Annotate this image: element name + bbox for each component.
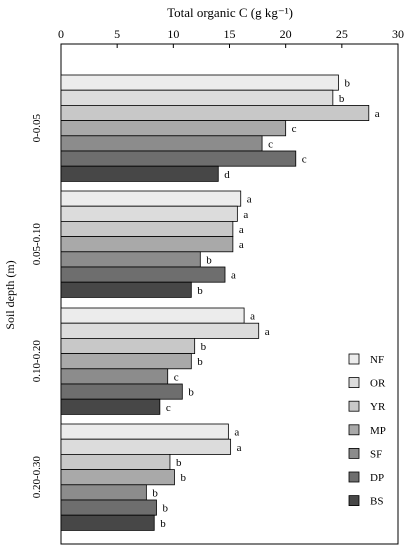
x-tick-label: 20 [280,27,292,41]
bar-significance-label: c [302,154,307,166]
x-tick-label: 25 [336,27,348,41]
bar-significance-label: a [265,326,270,338]
bar-significance-label: c [268,138,273,150]
bar-significance-label: b [180,472,186,484]
bar-significance-label: c [166,402,171,414]
bar-sf-1 [60,251,201,268]
legend-swatch-yr [348,400,360,412]
bar-yr-1 [60,220,234,237]
x-tick-label: 5 [114,27,120,41]
bar-significance-label: a [250,311,255,323]
bar-mp-0 [60,120,287,137]
bar-dp-2 [60,383,183,400]
bar-significance-label: a [239,239,244,251]
legend-label: NF [370,354,384,366]
bar-significance-label: b [160,518,166,530]
bar-sf-0 [60,135,263,152]
bar-significance-label: b [197,285,203,297]
bar-significance-label: d [224,169,230,181]
x-tick-label: 0 [58,27,64,41]
x-tick-label: 30 [392,27,404,41]
bar-significance-label: a [234,427,239,439]
bar-significance-label: b [344,78,350,90]
legend: NF OR YR MP SF DP BS [348,353,386,508]
legend-swatch-sf [348,447,360,459]
category-labels: 0-0.05 0.05-0.10 0.10-0.20 0.20-0.30 [31,113,43,498]
bar-yr-3 [60,453,171,470]
bar-nf-2 [60,307,245,324]
bar-bs-2 [60,398,161,415]
legend-label: BS [370,496,383,508]
x-axis-ticks: 0 5 10 15 20 25 30 [58,27,404,48]
bar-mp-1 [60,236,234,253]
bar-mp-3 [60,469,175,486]
legend-label: OR [370,378,386,390]
category-label: 0-0.05 [31,113,43,142]
bar-significance-label: a [375,108,380,120]
bar-nf-3 [60,423,229,440]
bar-mp-2 [60,353,192,370]
bar-significance-label: b [206,254,212,266]
category-label: 0.10-0.20 [31,340,43,383]
legend-label: MP [370,425,386,437]
legend-swatch-mp [348,424,360,436]
bar-significance-label: a [237,442,242,454]
bar-or-0 [60,89,334,106]
y-axis-label: Soil depth (m) [3,260,17,329]
bar-significance-label: a [231,270,236,282]
bar-significance-label: b [201,341,207,353]
bar-significance-label: a [239,224,244,236]
bar-or-3 [60,438,232,455]
bar-nf-0 [60,74,339,91]
bar-significance-label: c [174,371,179,383]
legend-label: SF [370,448,382,460]
bar-yr-0 [60,105,370,122]
x-tick-label: 15 [224,27,236,41]
bar-significance-label: b [162,503,168,515]
x-tick-label: 10 [167,27,179,41]
x-axis-label: Total organic C (g kg⁻¹) [167,5,293,20]
bar-significance-label: b [176,457,182,469]
legend-label: DP [370,472,384,484]
bar-sf-2 [60,368,169,385]
bar-or-1 [60,205,238,222]
bar-dp-0 [60,150,297,167]
legend-label: YR [370,401,386,413]
bar-sf-3 [60,484,147,501]
legend-swatch-dp [348,471,360,483]
legend-swatch-nf [348,353,360,365]
bar-dp-1 [60,266,226,283]
category-label: 0.05-0.10 [31,223,43,266]
bar-nf-1 [60,190,242,207]
bar-significance-label: b [188,387,194,399]
bar-yr-2 [60,337,196,354]
bar-dp-3 [60,499,157,516]
bar-or-2 [60,322,260,339]
bar-significance-label: b [152,487,158,499]
legend-swatch-bs [348,495,360,507]
bar-significance-label: c [292,123,297,135]
bar-significance-label: b [339,93,345,105]
bar-bs-1 [60,281,192,298]
bar-significance-label: a [243,209,248,221]
bar-bs-3 [60,514,155,531]
legend-swatch-or [348,377,360,389]
bar-significance-label: b [197,356,203,368]
bar-bs-0 [60,165,219,182]
bar-significance-label: a [247,194,252,206]
category-label: 0.20-0.30 [31,456,43,499]
